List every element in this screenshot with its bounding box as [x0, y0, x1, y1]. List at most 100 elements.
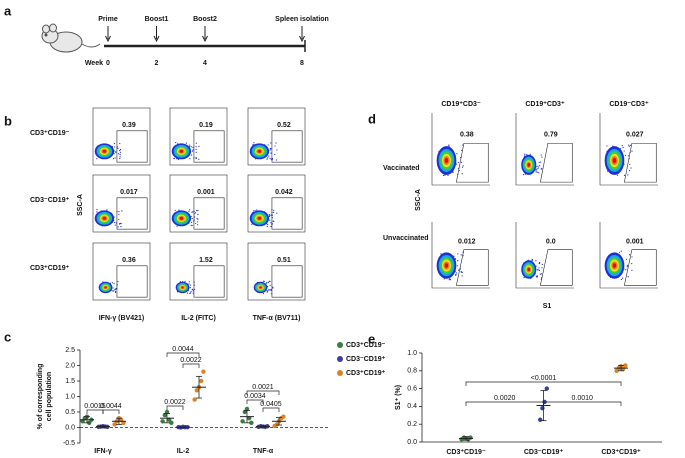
y-tick-label: 1.0 [407, 350, 417, 357]
event-dot [461, 149, 463, 152]
legend-label: CD3⁺CD19⁺ [346, 370, 386, 377]
event-dot [119, 157, 121, 160]
event-dot [631, 269, 633, 271]
p-value: 0.0010 [572, 395, 594, 402]
event-dot [254, 209, 256, 212]
flow-plot: 0.52 [247, 107, 306, 166]
event-dot [267, 223, 269, 226]
event-dot [112, 287, 114, 289]
event-dot [619, 251, 621, 254]
data-point [623, 363, 628, 368]
x-tick-label: TNF-α [253, 448, 274, 455]
bracket [102, 409, 120, 414]
bracket [465, 401, 544, 406]
event-dot [271, 158, 274, 160]
p-value: 0.0034 [244, 393, 266, 400]
flow-plot: 0.027 [599, 113, 658, 186]
event-dot [114, 157, 116, 159]
event-dot [256, 209, 258, 211]
p-value: 0.0044 [172, 346, 194, 353]
event-dot [270, 148, 272, 150]
legend-marker [337, 370, 343, 376]
event-dot [631, 256, 633, 258]
event-dot [537, 165, 539, 167]
event-dot [189, 209, 191, 211]
event-dot [114, 146, 116, 148]
event-dot [538, 172, 540, 174]
event-dot [96, 158, 98, 160]
week-number: 2 [155, 60, 159, 67]
gate-value: 0.36 [122, 257, 136, 264]
event-dot [526, 153, 528, 156]
event-dot [462, 165, 464, 167]
data-point [468, 435, 473, 440]
event-dot [270, 214, 272, 216]
event-dot [196, 209, 198, 212]
gate [455, 249, 489, 286]
event-dot [191, 150, 194, 152]
row-label: CD3⁺CD19⁺ [30, 265, 70, 272]
event-dot [267, 157, 269, 159]
event-dot [119, 148, 122, 151]
density [179, 149, 184, 153]
event-dot [273, 211, 275, 214]
plot-axes [515, 113, 574, 186]
data-point [240, 419, 245, 424]
event-dot [457, 161, 459, 164]
event-dot [627, 276, 629, 278]
event-dot [524, 153, 526, 155]
plot-axes [599, 113, 658, 186]
event-dot [274, 145, 276, 147]
event-dot [456, 265, 459, 267]
bracket [182, 363, 200, 368]
flow-plot: 0.0 [515, 222, 574, 289]
event-dot [96, 209, 98, 211]
event-dot [623, 150, 625, 152]
column-label: CD19⁺CD3⁻ [441, 101, 481, 108]
event-dot [269, 280, 271, 283]
y-tick-label: 1.0 [65, 393, 75, 400]
event-dot [275, 142, 277, 144]
gate-value: 0.39 [122, 122, 136, 129]
event-dot [623, 174, 626, 176]
event-dot [276, 212, 278, 214]
data-point [192, 397, 197, 402]
density [179, 216, 184, 220]
data-point [242, 409, 247, 415]
event-dot [114, 224, 116, 226]
event-dot [266, 281, 268, 284]
event-dot [461, 173, 463, 175]
event-dot [458, 170, 460, 172]
gate-value: 0.19 [199, 122, 213, 129]
data-point [162, 412, 167, 418]
event-dot [461, 144, 464, 146]
arrow-head [202, 35, 208, 43]
gate [455, 142, 489, 183]
data-point [540, 405, 545, 411]
event-dot [536, 171, 538, 173]
event-dot [537, 167, 539, 169]
arrow-head [153, 35, 160, 43]
event-dot [267, 289, 269, 292]
event-dot [269, 289, 271, 291]
event-dot [191, 211, 193, 213]
event-dot [622, 146, 624, 149]
event-dot [540, 273, 542, 275]
event-dot [118, 213, 120, 215]
event-dot [538, 269, 540, 272]
event-dot [269, 284, 271, 287]
event-dot [252, 210, 255, 212]
event-dot [194, 288, 196, 290]
event-dot [529, 153, 531, 156]
event-dot [538, 267, 540, 269]
event-dot [448, 279, 450, 281]
event-dot [444, 174, 446, 176]
event-dot [119, 151, 122, 153]
event-dot [176, 225, 178, 227]
event-dot [117, 281, 119, 283]
event-dot [540, 154, 542, 156]
gate [193, 130, 225, 163]
event-dot [96, 211, 98, 213]
event-dot [189, 144, 191, 146]
flow-plot: 0.39 [92, 107, 151, 166]
